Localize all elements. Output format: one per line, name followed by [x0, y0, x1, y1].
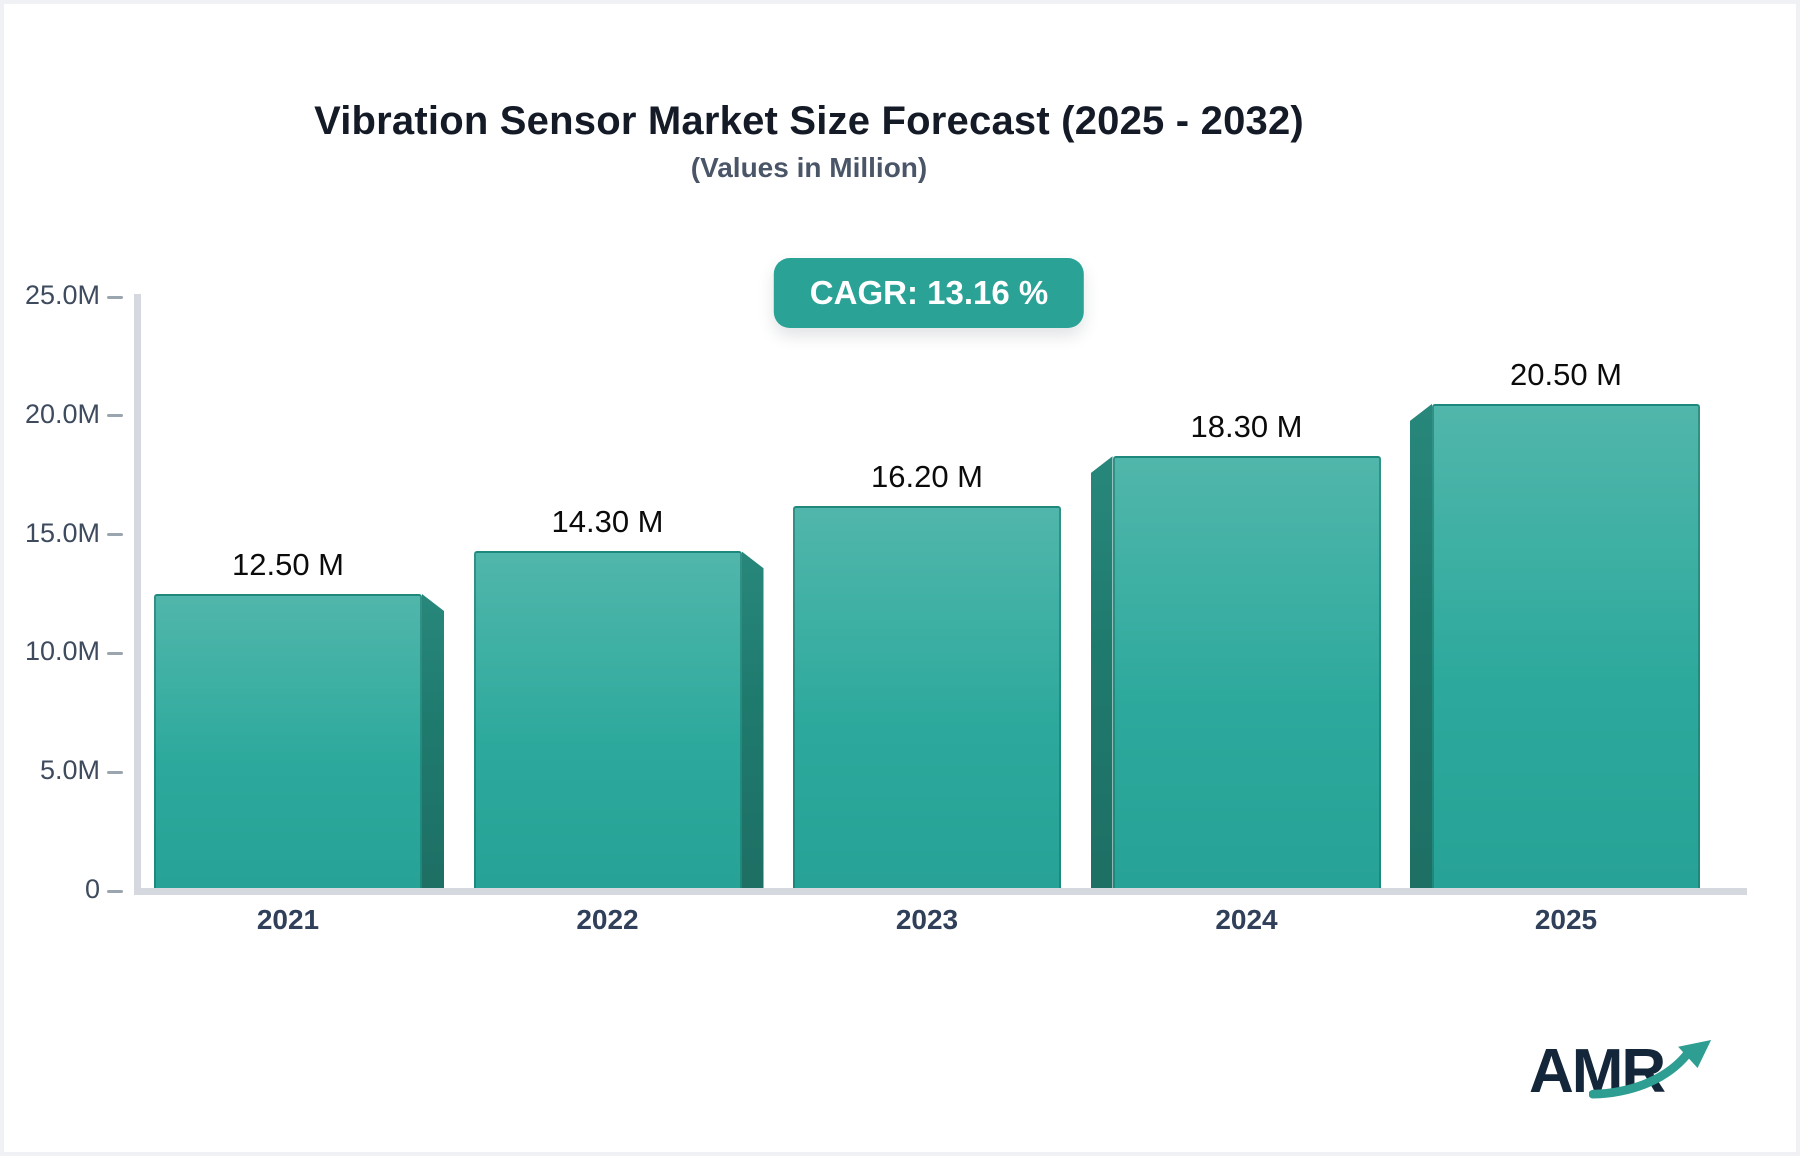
bar-side-face-2025 — [1410, 403, 1432, 888]
bar-2023 — [793, 506, 1061, 888]
amr-logo: AMR — [1529, 1032, 1759, 1118]
bar-2021 — [154, 594, 422, 888]
y-axis-tick — [107, 889, 123, 893]
x-axis-line — [134, 888, 1747, 895]
bar-2024 — [1112, 456, 1381, 888]
y-axis-tick-label: 25.0M — [24, 280, 100, 310]
bar-2025 — [1432, 403, 1700, 888]
y-axis-tick-label: 15.0M — [24, 517, 100, 548]
bar-side-face-2024 — [1090, 456, 1113, 888]
x-axis-label: 2024 — [1215, 904, 1278, 935]
bar-side-face-2021 — [422, 594, 444, 888]
growth-arrow-icon — [1589, 1039, 1712, 1099]
y-axis-tick — [107, 295, 123, 299]
page-title: Vibration Sensor Market Size Forecast (2… — [314, 99, 1304, 143]
y-axis-tick — [107, 770, 123, 774]
bar-value-label: 16.20 M — [870, 459, 983, 495]
bar-value-label: 18.30 M — [1190, 409, 1303, 445]
y-axis-tick-label: 20.0M — [24, 398, 100, 429]
y-axis-tick — [107, 651, 123, 655]
x-axis-label: 2023 — [895, 904, 959, 935]
x-axis-label: 2022 — [576, 904, 639, 935]
page-subtitle: (Values in Million) — [690, 152, 928, 183]
y-axis-line — [134, 294, 141, 895]
y-axis-tick-label: 5.0M — [39, 755, 100, 786]
bar-value-label: 12.50 M — [231, 547, 344, 582]
cagr-badge: CAGR: 13.16 % — [773, 258, 1085, 328]
bar-value-label: 20.50 M — [1509, 356, 1622, 392]
bar-value-label: 14.30 M — [551, 504, 664, 540]
y-axis-tick-label: 0 — [84, 874, 100, 904]
y-axis-tick — [107, 414, 123, 418]
y-axis-tick-label: 10.0M — [24, 636, 100, 667]
x-axis-label: 2025 — [1534, 904, 1598, 935]
y-axis-tick — [107, 533, 123, 537]
bar-2022 — [473, 551, 742, 888]
x-axis-label: 2021 — [256, 904, 320, 935]
bar-side-face-2022 — [741, 551, 764, 888]
